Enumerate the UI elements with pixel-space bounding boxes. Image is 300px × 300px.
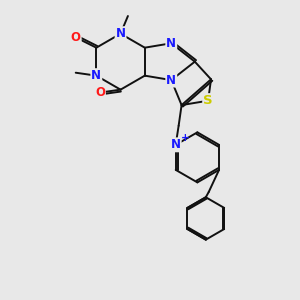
Text: N: N bbox=[116, 27, 126, 40]
Text: +: + bbox=[181, 134, 190, 143]
Text: N: N bbox=[91, 69, 101, 82]
Text: N: N bbox=[166, 37, 176, 50]
Text: N: N bbox=[171, 138, 181, 151]
Text: O: O bbox=[71, 31, 81, 44]
Text: O: O bbox=[95, 86, 105, 99]
Text: S: S bbox=[203, 94, 213, 107]
Text: N: N bbox=[166, 74, 176, 87]
